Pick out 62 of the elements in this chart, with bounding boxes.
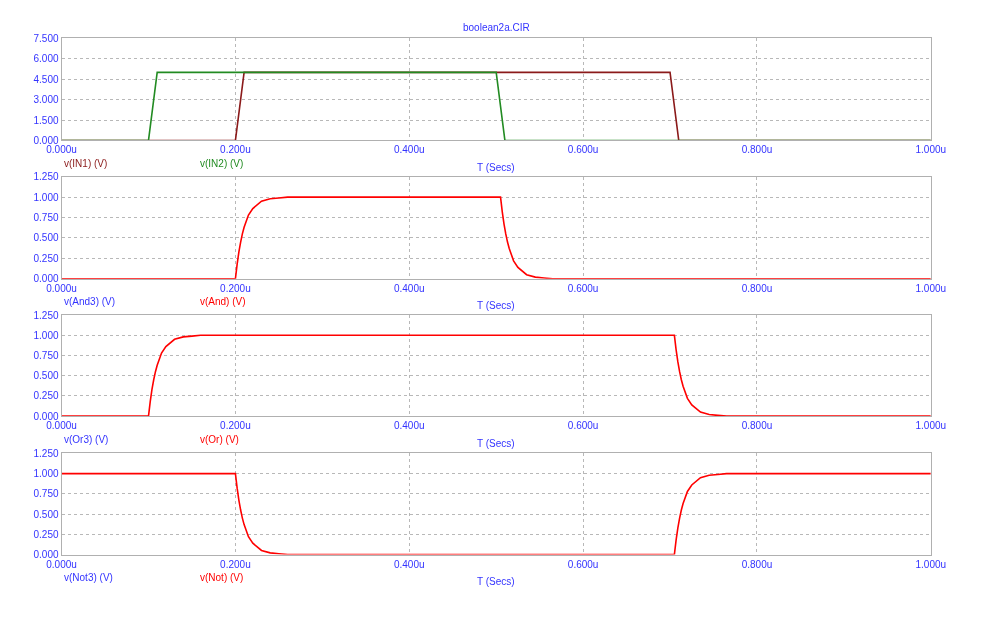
y-tick-label: 0.000 xyxy=(33,410,59,422)
x-axis-title: T (Secs) xyxy=(477,300,515,311)
x-axis-title: T (Secs) xyxy=(477,162,515,173)
x-tick-label: 0.400u xyxy=(393,144,425,156)
x-tick-label: 0.200u xyxy=(220,144,251,156)
series-label: v(IN1) (V) xyxy=(64,158,108,169)
x-tick-label: 0.000u xyxy=(46,420,77,432)
x-tick-label: 0.600u xyxy=(567,558,599,570)
x-tick-label: 0.800u xyxy=(741,558,773,570)
y-tick-label: 0.000 xyxy=(33,134,59,146)
x-tick-label: 0.200u xyxy=(220,420,251,432)
y-tick-label: 0.250 xyxy=(33,528,59,540)
y-tick-label: 1.250 xyxy=(33,171,59,183)
y-tick-label: 0.250 xyxy=(33,252,59,264)
y-tick-label: 0.750 xyxy=(33,488,59,500)
line-series xyxy=(61,334,931,417)
text: v(IN2) (V) xyxy=(200,158,244,169)
y-tick-label: 0.000 xyxy=(33,273,59,285)
x-tick-label: 0.400u xyxy=(393,558,425,570)
x-tick-label: 0.800u xyxy=(741,282,773,294)
x-tick-label: 0.400u xyxy=(393,420,425,432)
text: v(Or) (V) xyxy=(200,434,239,445)
y-tick-label: 1.000 xyxy=(33,191,59,203)
y-tick-label: 0.250 xyxy=(33,390,59,402)
x-axis-title: T (Secs) xyxy=(477,438,515,449)
y-tick-label: 1.250 xyxy=(33,309,59,321)
y-tick-label: 7.500 xyxy=(33,32,59,44)
x-tick-label: 1.000u xyxy=(915,282,947,294)
y-tick-label: 1.000 xyxy=(33,329,59,341)
y-tick-label: 0.500 xyxy=(33,508,59,520)
chart-title: boolean2a.CIR xyxy=(463,22,530,33)
x-tick-label: 0.600u xyxy=(567,144,599,156)
y-tick-label: 0.500 xyxy=(33,370,59,382)
x-tick-label: 0.200u xyxy=(220,282,251,294)
x-tick-label: 0.400u xyxy=(393,282,425,294)
y-tick-label: 4.500 xyxy=(33,73,59,85)
x-tick-label: 0.000u xyxy=(46,144,77,156)
series-label: v(And) (V) xyxy=(200,296,246,307)
text: v(And3) (V) xyxy=(64,296,116,307)
x-tick-label: 0.000u xyxy=(46,282,77,294)
text: v(Not) (V) xyxy=(200,572,244,583)
x-tick-label: 0.000u xyxy=(46,558,77,570)
y-tick-label: 0.750 xyxy=(33,212,59,224)
text: v(Not3) (V) xyxy=(64,572,113,583)
x-tick-label: 0.600u xyxy=(567,420,599,432)
y-tick-label: 1.000 xyxy=(33,468,59,480)
y-tick-label: 1.250 xyxy=(33,447,59,459)
text: v(Or3) (V) xyxy=(64,434,109,445)
x-tick-label: 0.800u xyxy=(741,420,773,432)
x-tick-label: 1.000u xyxy=(915,420,947,432)
x-tick-label: 0.800u xyxy=(741,144,773,156)
x-tick-label: 1.000u xyxy=(915,558,947,570)
y-tick-label: 1.500 xyxy=(33,114,59,126)
x-axis-title: T (Secs) xyxy=(477,576,515,587)
y-tick-label: 0.000 xyxy=(33,549,59,561)
x-tick-label: 0.200u xyxy=(220,558,251,570)
y-tick-label: 6.000 xyxy=(33,53,59,65)
x-tick-label: 0.600u xyxy=(567,282,599,294)
y-tick-label: 3.000 xyxy=(33,94,59,106)
y-tick-label: 0.750 xyxy=(33,350,59,362)
x-tick-label: 1.000u xyxy=(915,144,947,156)
y-tick-label: 0.500 xyxy=(33,232,59,244)
